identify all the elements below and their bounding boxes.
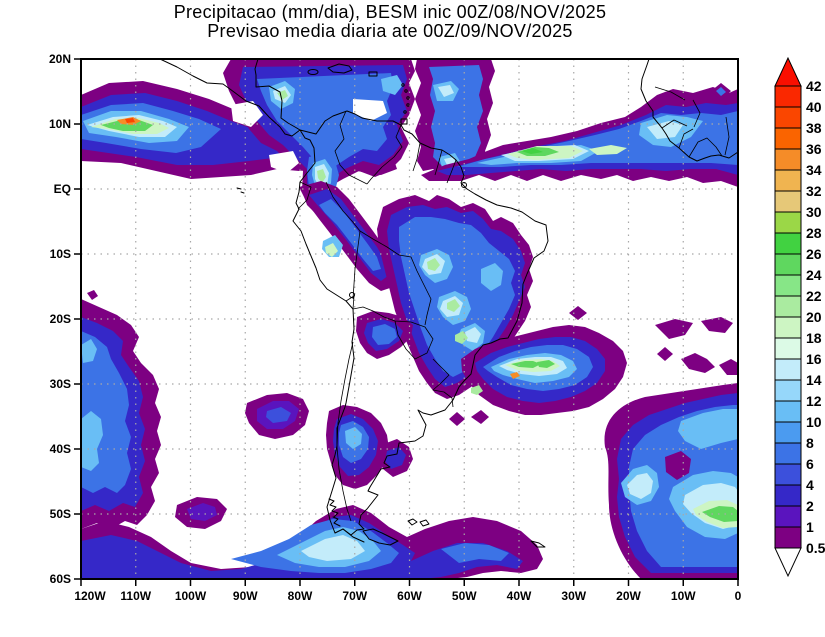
x-axis-label: 10W: [671, 589, 696, 603]
x-axis-label: 70W: [342, 589, 367, 603]
colorbar-level-label: 2: [806, 498, 814, 514]
map-area: [80, 58, 739, 580]
x-axis-label: 50W: [452, 589, 477, 603]
colorbar-cell: [774, 85, 802, 108]
colorbar-level-label: 42: [806, 78, 822, 94]
colorbar: 4240383634323028262422201816141210864210…: [774, 56, 825, 578]
colorbar-level-label: 38: [806, 120, 822, 136]
colorbar-cell: [774, 169, 802, 192]
colorbar-level-label: 24: [806, 267, 822, 283]
gridlines: [81, 59, 738, 579]
colorbar-cell: [774, 379, 802, 402]
y-axis-label: 10S: [50, 247, 71, 261]
colorbar-cell: [774, 127, 802, 150]
colorbar-level-label: 32: [806, 183, 822, 199]
no-rain-gaps: [231, 99, 387, 173]
colorbar-cell: [774, 505, 802, 528]
colorbar-level-label: 12: [806, 393, 822, 409]
y-axis-label: 50S: [50, 507, 71, 521]
x-axis-label: 60W: [397, 589, 422, 603]
x-axis-label: 110W: [120, 589, 151, 603]
colorbar-level-label: 36: [806, 141, 822, 157]
axis-ticks: [74, 58, 739, 586]
colorbar-cell: [774, 421, 802, 444]
precipitation-shading: [81, 59, 738, 579]
colorbar-level-label: 30: [806, 204, 822, 220]
colorbar-cell: [774, 316, 802, 339]
colorbar-level-label: 14: [806, 372, 822, 388]
colorbar-arrow-bottom: [774, 547, 802, 578]
y-axis-label: 40S: [50, 442, 71, 456]
x-axis-label: 0: [735, 589, 742, 603]
y-axis-label: 10N: [49, 117, 71, 131]
colorbar-arrow-top: [774, 56, 802, 87]
colorbar-level-label: 6: [806, 456, 814, 472]
colorbar-level-label: 1: [806, 519, 814, 535]
y-axis-label: 20N: [49, 52, 71, 66]
colorbar-level-label: 16: [806, 351, 822, 367]
colorbar-level-label: 26: [806, 246, 822, 262]
x-axis-label: 80W: [288, 589, 313, 603]
colorbar-level-label: 10: [806, 414, 822, 430]
colorbar-level-label: 4: [806, 477, 814, 493]
x-axis-label: 90W: [233, 589, 258, 603]
colorbar-cell: [774, 295, 802, 318]
x-axis-label: 100W: [175, 589, 207, 603]
colorbar-cell: [774, 337, 802, 360]
x-axis-label: 40W: [507, 589, 532, 603]
y-axis-label: 20S: [50, 312, 71, 326]
colorbar-cell: [774, 442, 802, 465]
colorbar-cell: [774, 274, 802, 297]
colorbar-level-label: 40: [806, 99, 822, 115]
colorbar-cell: [774, 232, 802, 255]
chart-subtitle: Previsao media diaria ate 00Z/09/NOV/202…: [207, 21, 573, 41]
colorbar-cell: [774, 211, 802, 234]
colorbar-level-label: 8: [806, 435, 814, 451]
colorbar-cell: [774, 526, 802, 549]
colorbar-cell: [774, 484, 802, 507]
country-borders: [297, 86, 730, 522]
colorbar-cell: [774, 148, 802, 171]
colorbar-level-label: 20: [806, 309, 822, 325]
colorbar-cell: [774, 400, 802, 423]
y-axis-label: 30S: [50, 377, 71, 391]
coastlines: [159, 59, 738, 548]
colorbar-level-label: 28: [806, 225, 822, 241]
y-axis-label: EQ: [54, 182, 71, 196]
colorbar-level-label: 34: [806, 162, 822, 178]
chart-title: Precipitacao (mm/dia), BESM inic 00Z/08/…: [173, 2, 607, 22]
colorbar-cell: [774, 358, 802, 381]
colorbar-level-label: 18: [806, 330, 822, 346]
colorbar-cell: [774, 463, 802, 486]
colorbar-level-label: 0.5: [806, 540, 825, 556]
colorbar-cell: [774, 253, 802, 276]
x-axis-label: 30W: [561, 589, 586, 603]
x-axis-label: 20W: [616, 589, 641, 603]
y-axis-label: 60S: [50, 572, 71, 586]
colorbar-cell: [774, 190, 802, 213]
colorbar-level-label: 22: [806, 288, 822, 304]
colorbar-cell: [774, 106, 802, 129]
x-axis-label: 120W: [74, 589, 106, 603]
